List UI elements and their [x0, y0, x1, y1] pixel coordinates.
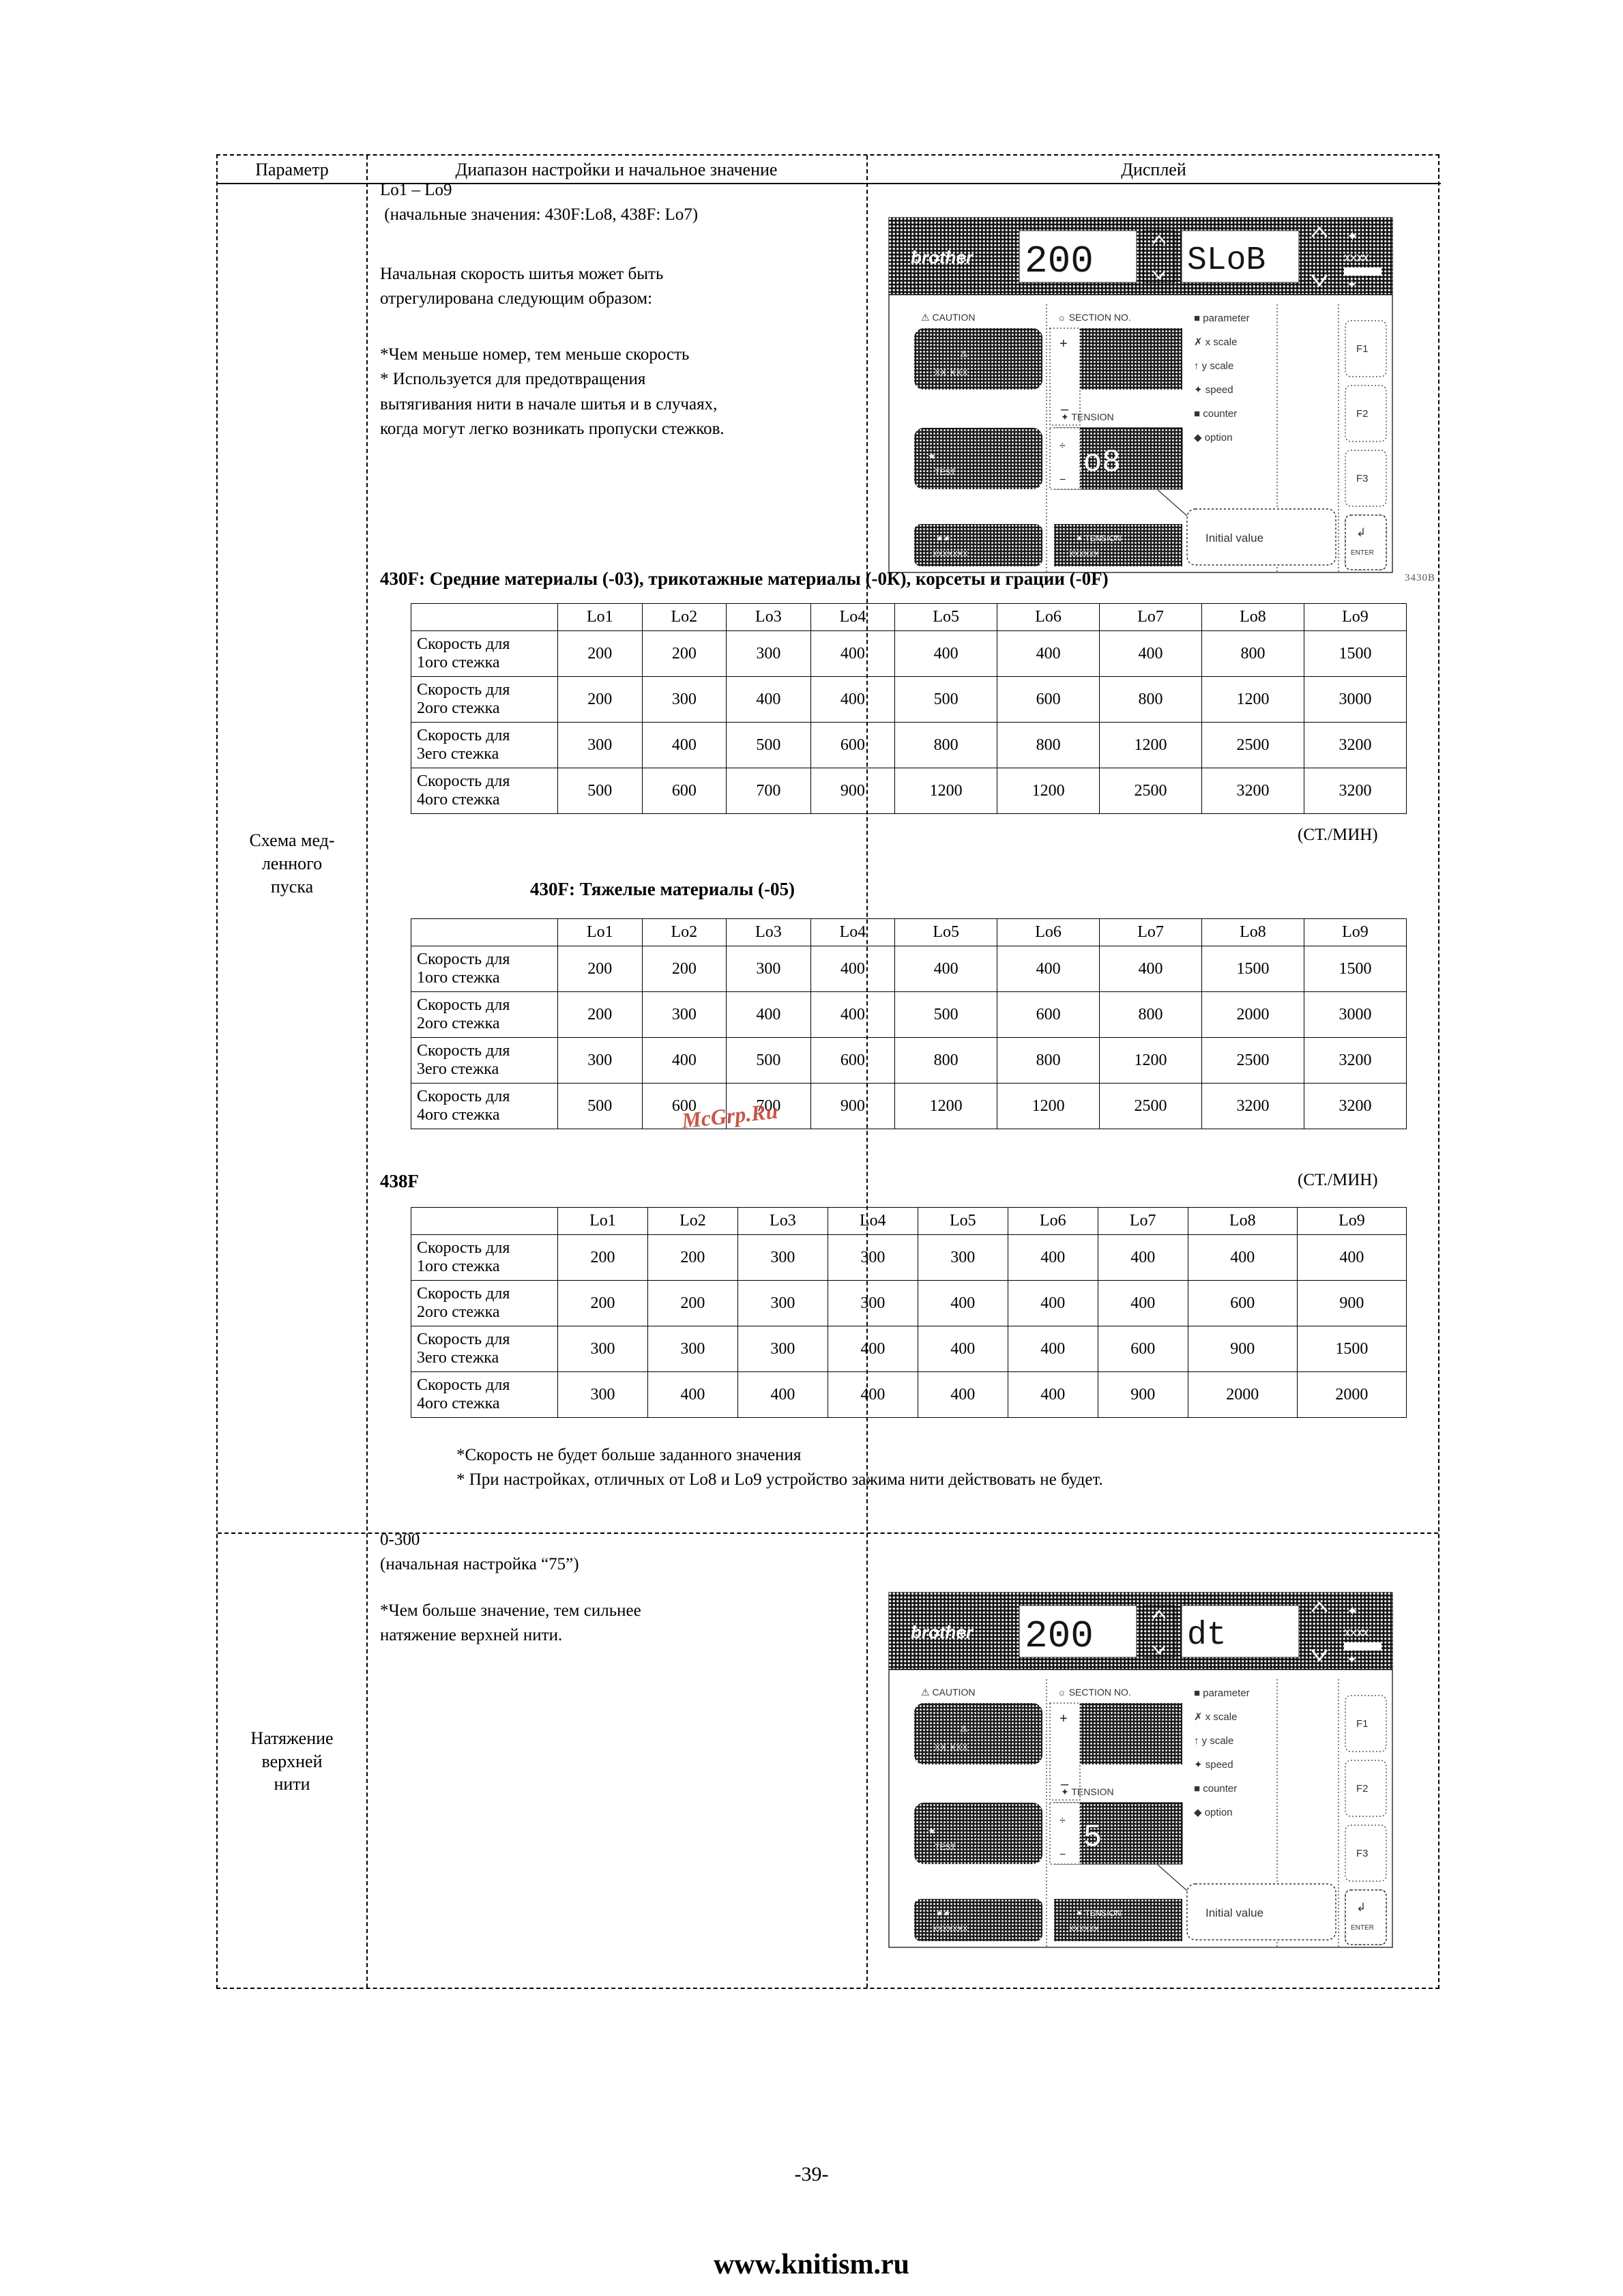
svg-text:■ counter: ■ counter — [1194, 1783, 1237, 1794]
svg-text:XX XXX: XX XXX — [935, 1743, 968, 1752]
svg-text:−: − — [1059, 1849, 1066, 1861]
svg-text:✦: ✦ — [1347, 229, 1358, 244]
svg-text:200: 200 — [1025, 239, 1094, 283]
svg-text:✦ TENSION: ✦ TENSION — [1076, 1908, 1122, 1918]
svg-text:brother: brother — [911, 1622, 974, 1642]
svg-text:✦ TENSION: ✦ TENSION — [1061, 411, 1114, 422]
svg-text:■ counter: ■ counter — [1194, 408, 1237, 420]
svg-text:F3: F3 — [1356, 1848, 1369, 1859]
svg-text:dt: dt — [1187, 1617, 1227, 1654]
svg-text:TEST: TEST — [935, 467, 956, 477]
svg-text:★: ★ — [928, 451, 936, 461]
svg-text:Initial value: Initial value — [1205, 1906, 1263, 1919]
svg-text:−: − — [1059, 474, 1066, 486]
svg-text:✗ x scale: ✗ x scale — [1194, 1711, 1237, 1723]
svg-text:F1: F1 — [1356, 343, 1369, 355]
svg-text:✦: ✦ — [1347, 278, 1357, 291]
svg-text:XXXXXXX: XXXXXXX — [933, 1925, 968, 1933]
svg-text:XX XXX: XX XXX — [935, 368, 968, 377]
svg-text:◆ option: ◆ option — [1194, 1807, 1233, 1818]
svg-text:✦: ✦ — [1347, 1653, 1357, 1666]
svg-text:Initial value: Initial value — [1205, 532, 1263, 544]
svg-text:XXXX: XXXX — [1344, 1627, 1369, 1639]
svg-text:✦ TENSION: ✦ TENSION — [1061, 1786, 1114, 1797]
svg-text:÷: ÷ — [1059, 1815, 1066, 1827]
svg-text:ENTER: ENTER — [1351, 1924, 1374, 1932]
svg-text:÷: ÷ — [1059, 440, 1066, 452]
svg-text:☼ SECTION NO.: ☼ SECTION NO. — [1057, 312, 1131, 323]
svg-text:XXXXXXX: XXXXXXX — [933, 550, 968, 558]
svg-text:200: 200 — [1025, 1614, 1094, 1658]
svg-text:⚠: ⚠ — [960, 349, 968, 359]
svg-text:+: + — [1059, 1711, 1068, 1726]
svg-text:ENTER: ENTER — [1351, 549, 1374, 557]
svg-text:★★: ★★ — [936, 1908, 951, 1918]
svg-text:☼ SECTION NO.: ☼ SECTION NO. — [1057, 1687, 1131, 1698]
svg-text:✦ TENSION: ✦ TENSION — [1076, 534, 1122, 543]
svg-text:✗ x scale: ✗ x scale — [1194, 336, 1237, 348]
svg-text:↑ y scale: ↑ y scale — [1194, 1735, 1233, 1747]
svg-text:F2: F2 — [1356, 1783, 1369, 1794]
svg-text:⚠ CAUTION: ⚠ CAUTION — [921, 312, 975, 323]
svg-text:XXXXXX: XXXXXX — [1069, 550, 1100, 558]
svg-text:+: + — [1059, 336, 1068, 351]
svg-text:★: ★ — [928, 1826, 936, 1836]
svg-text:F3: F3 — [1356, 473, 1369, 484]
svg-text:SLoB: SLoB — [1187, 242, 1266, 279]
svg-text:■ parameter: ■ parameter — [1194, 313, 1250, 324]
svg-text:XXXX: XXXX — [1344, 252, 1369, 264]
svg-text:★★: ★★ — [936, 534, 951, 543]
svg-text:◆ option: ◆ option — [1194, 432, 1233, 444]
svg-text:brother: brother — [911, 247, 974, 267]
svg-text:F2: F2 — [1356, 408, 1369, 420]
svg-text:↲: ↲ — [1356, 526, 1366, 539]
svg-text:■ parameter: ■ parameter — [1194, 1687, 1250, 1699]
svg-text:TEST: TEST — [935, 1842, 956, 1852]
svg-text:XXXXXX: XXXXXX — [1069, 1925, 1100, 1933]
svg-text:↲: ↲ — [1356, 1901, 1366, 1914]
svg-text:F1: F1 — [1356, 1718, 1369, 1730]
svg-text:⚠: ⚠ — [960, 1724, 968, 1734]
svg-text:⚠ CAUTION: ⚠ CAUTION — [921, 1687, 975, 1698]
svg-text:✦: ✦ — [1347, 1604, 1358, 1619]
svg-text:✦ speed: ✦ speed — [1194, 384, 1233, 396]
svg-text:↑ y scale: ↑ y scale — [1194, 360, 1233, 372]
svg-text:✦ speed: ✦ speed — [1194, 1759, 1233, 1771]
